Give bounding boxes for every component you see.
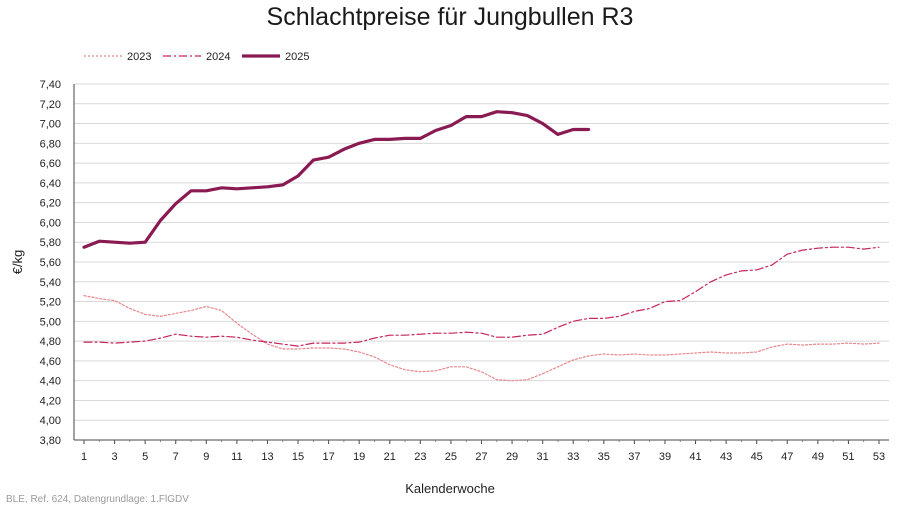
y-tick-label: 5,00	[40, 316, 61, 328]
x-tick-label: 37	[628, 451, 640, 463]
y-tick-label: 4,60	[40, 356, 61, 368]
chart-title: Schlachtpreise für Jungbullen R3	[267, 3, 634, 31]
series-line-2024	[83, 246, 880, 347]
y-tick-label: 5,80	[40, 237, 61, 249]
y-tick-label: 6,60	[40, 158, 61, 170]
legend: 2023 2024 2025	[84, 51, 309, 63]
series-line-2023	[83, 295, 880, 382]
x-tick-label: 29	[506, 451, 518, 463]
x-tick-label: 1	[81, 451, 87, 463]
x-tick-label: 39	[659, 451, 671, 463]
x-tick-label: 15	[292, 451, 304, 463]
x-tick-label: 11	[231, 451, 242, 463]
x-tick-label: 35	[598, 451, 610, 463]
x-tick-label: 41	[689, 451, 701, 463]
x-tick-label: 27	[475, 451, 487, 463]
x-tick-label: 43	[720, 451, 732, 463]
grid-lines	[73, 83, 889, 441]
y-tick-label: 6,40	[40, 178, 61, 190]
y-tick-label: 6,80	[40, 138, 61, 150]
series-line-2025	[82, 110, 591, 249]
x-tick-label: 23	[414, 451, 426, 463]
x-tick-label: 3	[112, 451, 118, 463]
x-tick-label: 21	[384, 451, 396, 463]
y-axis-label: €/kg	[10, 250, 25, 275]
x-axis-ticks: 1 3 5 7 9 11 13 15 17 19 21 23 25 27 29 31 33 35 37 39 41 43 4…	[81, 440, 885, 463]
x-tick-label: 47	[781, 451, 793, 463]
x-tick-label: 31	[537, 451, 549, 463]
y-axis-ticks: 3,80 4,00 4,20 4,40 4,60 4,80 5,00 5,20 5,40 5,60…	[40, 79, 61, 447]
legend-label-2023: 2023	[127, 51, 151, 63]
x-tick-label: 49	[812, 451, 824, 463]
x-tick-label: 17	[322, 451, 334, 463]
x-tick-label: 5	[142, 451, 148, 463]
x-tick-label: 19	[353, 451, 365, 463]
y-tick-label: 4,20	[40, 395, 61, 407]
x-axis-label: Kalenderwoche	[405, 481, 495, 496]
x-tick-label: 53	[873, 451, 885, 463]
x-tick-label: 7	[173, 451, 179, 463]
y-tick-label: 4,00	[40, 415, 61, 427]
x-tick-label: 9	[203, 451, 209, 463]
x-tick-label: 51	[842, 451, 854, 463]
y-tick-label: 4,80	[40, 336, 61, 348]
y-tick-label: 7,20	[40, 99, 61, 111]
y-tick-label: 3,80	[40, 435, 61, 447]
x-tick-label: 25	[445, 451, 457, 463]
legend-label-2025: 2025	[285, 51, 309, 63]
series-lines	[82, 110, 880, 382]
legend-label-2024: 2024	[206, 51, 230, 63]
source-note: BLE, Ref. 624, Datengrundlage: 1.FlGDV	[6, 494, 189, 505]
y-tick-label: 6,20	[40, 198, 61, 210]
y-tick-label: 4,40	[40, 376, 61, 388]
y-tick-label: 5,60	[40, 257, 61, 269]
x-tick-label: 13	[261, 451, 273, 463]
x-tick-label: 45	[751, 451, 763, 463]
y-tick-label: 7,00	[40, 119, 61, 131]
y-tick-label: 5,40	[40, 277, 61, 289]
y-tick-label: 6,00	[40, 217, 61, 229]
y-tick-label: 5,20	[40, 297, 61, 309]
y-tick-label: 7,40	[40, 79, 61, 91]
x-tick-label: 33	[567, 451, 579, 463]
